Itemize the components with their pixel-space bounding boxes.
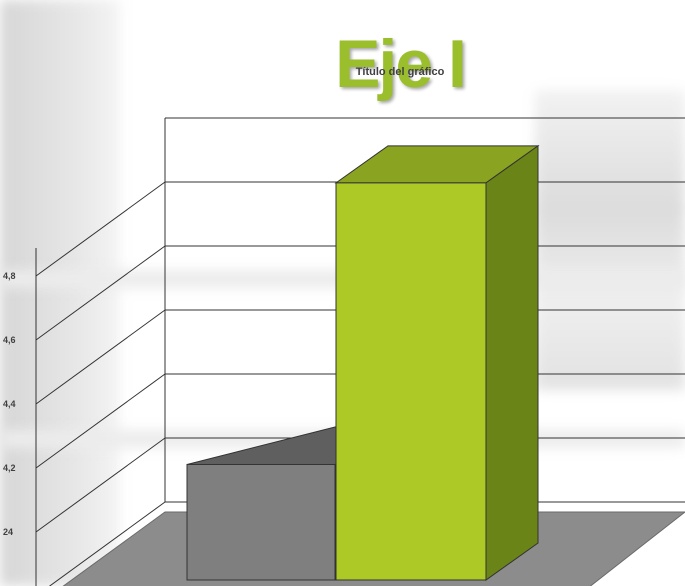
side-wall-gridline	[35, 373, 166, 469]
side-wall-gridline	[48, 501, 166, 586]
bar-1	[186, 463, 336, 581]
side-wall-gridline	[35, 437, 166, 533]
bar-2	[335, 182, 487, 581]
y-tick-label: 4,2	[3, 463, 16, 473]
side-wall-gridline	[35, 245, 166, 341]
y-tick-label: 4,8	[3, 271, 16, 281]
watermark-title: Eje I	[335, 26, 467, 102]
side-wall-gridline	[35, 309, 166, 405]
background-blur-right	[535, 90, 685, 390]
chart-title: Título del gráfico	[355, 66, 445, 78]
y-tick-label: 4,4	[3, 399, 16, 409]
y-tick-label: 24	[3, 527, 13, 537]
side-wall-gridline	[35, 181, 166, 277]
bar-2-side-face	[485, 144, 539, 581]
y-tick-label: 4,6	[3, 335, 16, 345]
